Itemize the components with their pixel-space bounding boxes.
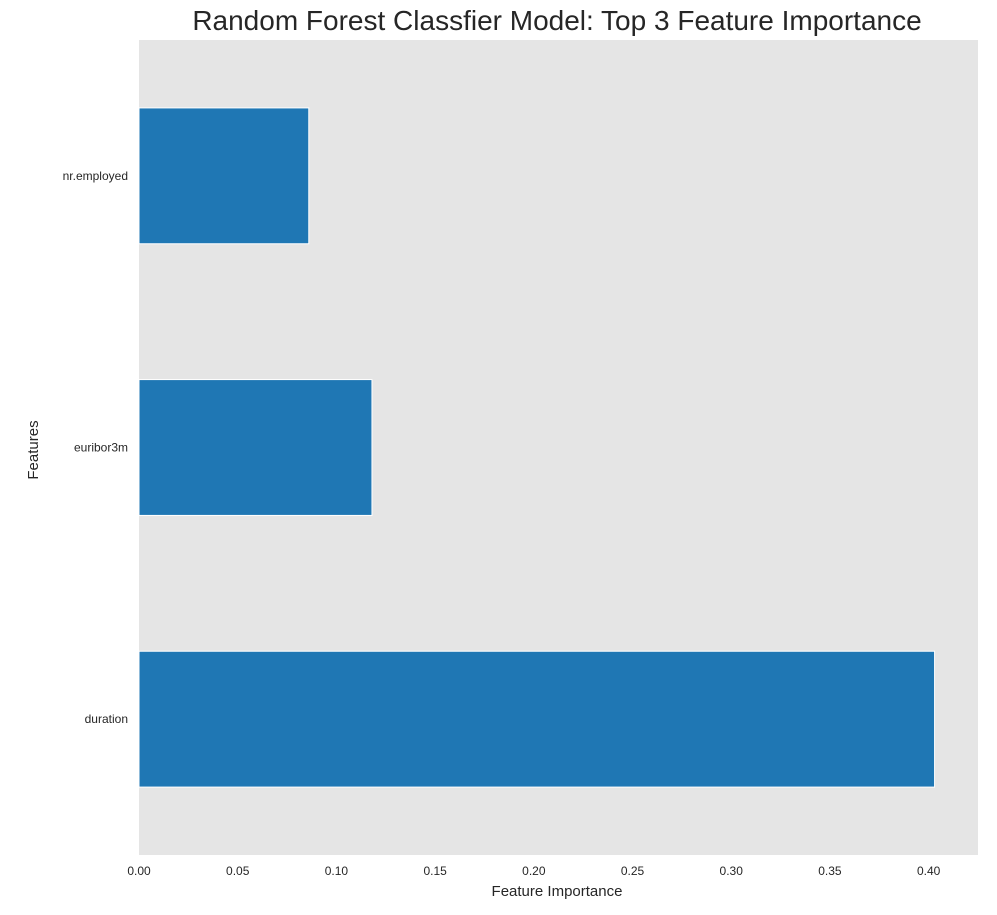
x-tick-label: 0.15: [423, 864, 447, 878]
x-tick-label: 0.40: [917, 864, 941, 878]
x-axis-label: Feature Importance: [492, 883, 623, 900]
y-tick-label: euribor3m: [74, 441, 128, 455]
x-tick-label: 0.00: [127, 864, 151, 878]
bars-layer: [138, 107, 936, 788]
bar-euribor3m: [138, 379, 373, 516]
bar-duration: [138, 650, 936, 788]
x-tick-label: 0.35: [818, 864, 842, 878]
x-tick-label: 0.30: [720, 864, 744, 878]
x-tick-label: 0.10: [325, 864, 349, 878]
y-tick-labels: duration euribor3m nr.employed: [63, 169, 128, 726]
y-axis-label: Features: [25, 420, 42, 479]
x-tick-labels: 0.00 0.05 0.10 0.15 0.20 0.25 0.30 0.35 0.40: [127, 864, 940, 878]
x-tick-label: 0.25: [621, 864, 645, 878]
x-tick-label: 0.05: [226, 864, 250, 878]
y-tick-label: duration: [85, 712, 128, 726]
x-tick-label: 0.20: [522, 864, 546, 878]
bar-nr-employed: [138, 107, 310, 245]
y-tick-label: nr.employed: [63, 169, 128, 183]
chart-title: Random Forest Classfier Model: Top 3 Fea…: [192, 5, 921, 36]
